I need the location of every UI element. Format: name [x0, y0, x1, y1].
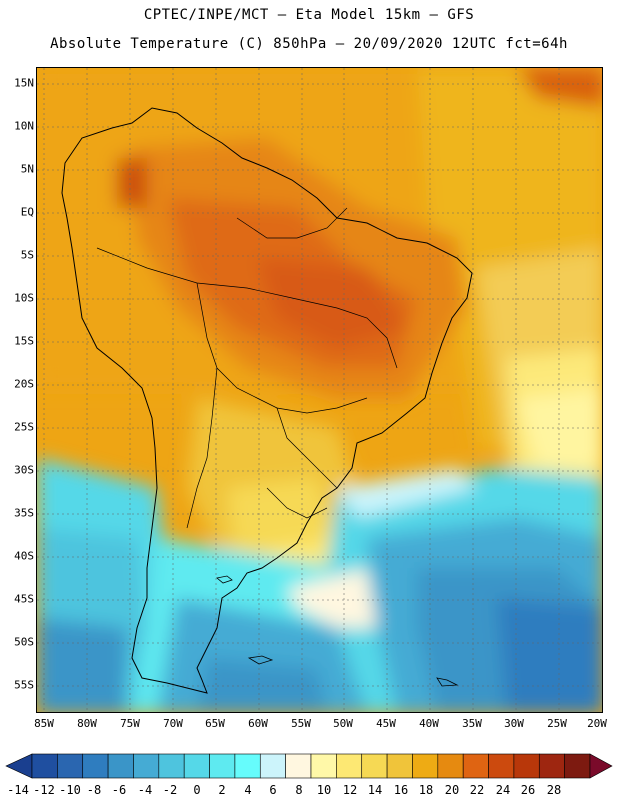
colorbar-label: 10: [316, 783, 332, 797]
south-america-coastline: [61, 107, 473, 694]
temperature-map: [36, 67, 603, 713]
colorbar-label: 4: [244, 783, 252, 797]
colorbar-swatch: [285, 753, 312, 779]
colorbar-label: 26: [520, 783, 536, 797]
lat-label: 45S: [14, 592, 34, 606]
colorbar-label: -14: [7, 783, 29, 797]
colorbar-label: 18: [418, 783, 434, 797]
colorbar-swatch: [183, 753, 210, 779]
lat-label: 30S: [14, 463, 34, 477]
colorbar-swatch: [31, 753, 58, 779]
lon-label: 85W: [34, 717, 54, 730]
lon-label: 70W: [163, 717, 183, 730]
lon-label: 35W: [462, 717, 482, 730]
lat-label: 40S: [14, 549, 34, 563]
colorbar-label: -12: [33, 783, 55, 797]
colorbar-arrow-low: [5, 753, 33, 779]
colorbar-label: 20: [444, 783, 460, 797]
lon-label: 50W: [333, 717, 353, 730]
colorbar-label: 16: [393, 783, 409, 797]
lon-label: 80W: [77, 717, 97, 730]
lat-label: 5S: [20, 248, 34, 262]
colorbar-label: 0: [193, 783, 201, 797]
colorbar-swatch: [209, 753, 236, 779]
lat-label: 10S: [14, 291, 34, 305]
lat-label: 55S: [14, 678, 34, 692]
colorbar-swatch: [564, 753, 591, 779]
colorbar-arrow-high: [589, 753, 613, 779]
colorbar-label: -4: [137, 783, 153, 797]
lat-label: EQ: [20, 205, 34, 219]
lon-label: 60W: [248, 717, 268, 730]
colorbar-label: 6: [269, 783, 277, 797]
colorbar-swatch: [336, 753, 363, 779]
colorbar-swatch: [386, 753, 413, 779]
colorbar-label: -6: [111, 783, 127, 797]
colorbar-swatch: [82, 753, 109, 779]
lat-label: 50S: [14, 635, 34, 649]
colorbar-label: -2: [162, 783, 178, 797]
lat-label: 15S: [14, 334, 34, 348]
colorbar-swatch: [158, 753, 185, 779]
colorbar-label: 14: [367, 783, 383, 797]
colorbar-label: 2: [218, 783, 226, 797]
colorbar-label: -10: [59, 783, 81, 797]
map-title: CPTEC/INPE/MCT – Eta Model 15km – GFS: [143, 7, 475, 23]
lat-label: 25S: [14, 420, 34, 434]
colorbar-swatch: [462, 753, 489, 779]
lon-label: 20W: [587, 717, 607, 730]
colorbar-swatch: [310, 753, 337, 779]
lon-label: 75W: [120, 717, 140, 730]
lon-label: 40W: [419, 717, 439, 730]
colorbar-swatch: [259, 753, 286, 779]
colorbar-swatch: [133, 753, 160, 779]
colorbar-label: 8: [295, 783, 303, 797]
lon-label: 25W: [547, 717, 567, 730]
colorbar-swatch: [488, 753, 515, 779]
lon-label: 55W: [291, 717, 311, 730]
lon-label: 30W: [504, 717, 524, 730]
lat-label: 15N: [14, 76, 34, 90]
colorbar-swatch: [513, 753, 540, 779]
colorbar-label: 24: [495, 783, 511, 797]
lat-label: 35S: [14, 506, 34, 520]
colorbar-label: 12: [342, 783, 358, 797]
colorbar-swatch: [412, 753, 439, 779]
colorbar-swatch: [538, 753, 565, 779]
lon-label: 45W: [376, 717, 396, 730]
colorbar-swatch: [107, 753, 134, 779]
colorbar-swatch: [57, 753, 84, 779]
lat-label: 10N: [14, 119, 34, 133]
lat-label: 5N: [20, 162, 34, 176]
colorbar-label: 22: [469, 783, 485, 797]
colorbar-label: -8: [86, 783, 102, 797]
colorbar-swatch: [437, 753, 464, 779]
lat-label: 20S: [14, 377, 34, 391]
colorbar-label: 28: [546, 783, 562, 797]
temperature-colorbar: [5, 753, 613, 779]
colorbar-swatch: [234, 753, 261, 779]
map-subtitle: Absolute Temperature (C) 850hPa – 20/09/…: [50, 36, 568, 52]
colorbar-swatch: [361, 753, 388, 779]
lon-label: 65W: [205, 717, 225, 730]
